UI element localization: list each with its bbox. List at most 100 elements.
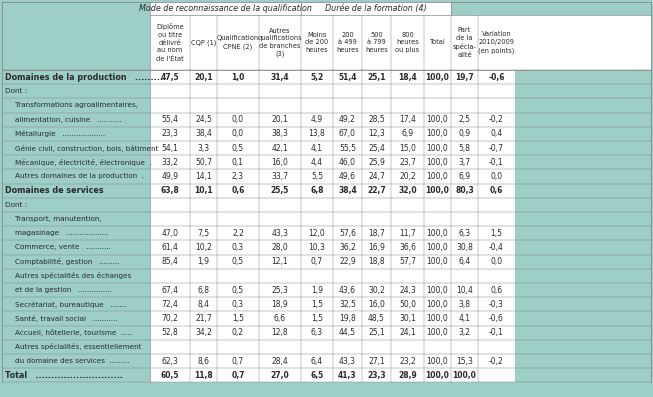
Bar	[150, 254, 515, 269]
Text: 10,2: 10,2	[195, 243, 212, 252]
Text: 100,0: 100,0	[426, 186, 449, 195]
Text: Transformations agroalimentaires,: Transformations agroalimentaires,	[15, 102, 138, 108]
Text: 18,9: 18,9	[272, 300, 289, 309]
Text: 0,0: 0,0	[490, 257, 503, 266]
Text: 48,5: 48,5	[368, 314, 385, 323]
Text: 16,9: 16,9	[368, 243, 385, 252]
Bar	[2, 311, 150, 326]
Text: 800
heures
ou plus: 800 heures ou plus	[396, 32, 420, 53]
Text: 25,3: 25,3	[272, 285, 289, 295]
Bar	[2, 70, 150, 84]
Text: 2,5: 2,5	[458, 115, 471, 124]
Text: -0,6: -0,6	[489, 314, 504, 323]
Text: 52,8: 52,8	[162, 328, 178, 337]
Text: 62,3: 62,3	[161, 357, 178, 366]
Text: 4,9: 4,9	[311, 115, 323, 124]
Bar	[150, 113, 515, 127]
Bar	[2, 254, 150, 269]
Text: Diplôme
ou titre
délivré
au nom
de l'État: Diplôme ou titre délivré au nom de l'Éta…	[156, 23, 184, 62]
Text: 0,9: 0,9	[458, 129, 471, 139]
Text: 12,3: 12,3	[368, 129, 385, 139]
Text: Total   ............................: Total ............................	[5, 371, 123, 380]
Bar	[2, 170, 150, 183]
Text: 18,8: 18,8	[368, 257, 385, 266]
Text: 49,2: 49,2	[339, 115, 356, 124]
Text: 51,4: 51,4	[338, 73, 357, 82]
Text: -0,6: -0,6	[488, 73, 505, 82]
Bar	[2, 340, 150, 354]
Text: 6,3: 6,3	[458, 229, 471, 238]
Text: du domaine des services  .........: du domaine des services .........	[15, 358, 130, 364]
Text: 3,2: 3,2	[458, 328, 471, 337]
Text: 10,3: 10,3	[309, 243, 325, 252]
Text: 44,5: 44,5	[339, 328, 356, 337]
Text: 23,7: 23,7	[399, 158, 416, 167]
Text: -0,4: -0,4	[489, 243, 504, 252]
Bar	[2, 226, 150, 241]
Text: 0,0: 0,0	[232, 115, 244, 124]
Text: 6,5: 6,5	[310, 371, 324, 380]
Text: 17,4: 17,4	[399, 115, 416, 124]
Text: 6,4: 6,4	[458, 257, 471, 266]
Text: 0,7: 0,7	[232, 357, 244, 366]
Text: 28,5: 28,5	[368, 115, 385, 124]
Text: 54,1: 54,1	[161, 144, 178, 152]
Text: 57,7: 57,7	[399, 257, 416, 266]
Text: 6,8: 6,8	[197, 285, 210, 295]
Text: 11,7: 11,7	[399, 229, 416, 238]
Text: Qualification
CPNE (2): Qualification CPNE (2)	[217, 35, 259, 50]
Text: 46,0: 46,0	[339, 158, 356, 167]
Bar	[150, 241, 515, 254]
Text: Autres spécialités des échanges: Autres spécialités des échanges	[15, 272, 131, 279]
Text: 32,5: 32,5	[339, 300, 356, 309]
Text: 0,3: 0,3	[232, 243, 244, 252]
Text: Comptabilité, gestion   .........: Comptabilité, gestion .........	[15, 258, 119, 265]
Text: 100,0: 100,0	[426, 73, 449, 82]
Bar	[150, 354, 515, 368]
Text: 3,7: 3,7	[458, 158, 471, 167]
Bar	[150, 2, 301, 15]
Bar	[150, 297, 515, 311]
Text: 1,0: 1,0	[231, 73, 245, 82]
Bar	[150, 183, 515, 198]
Text: 38,4: 38,4	[338, 186, 357, 195]
Text: 1,5: 1,5	[490, 229, 503, 238]
Bar	[2, 113, 150, 127]
Text: 12,8: 12,8	[272, 328, 289, 337]
Text: 1,9: 1,9	[197, 257, 210, 266]
Text: 25,1: 25,1	[368, 328, 385, 337]
Text: Part
de la
spécia-
alité: Part de la spécia- alité	[453, 27, 477, 58]
Text: 100,0: 100,0	[426, 328, 449, 337]
Text: 0,4: 0,4	[490, 129, 503, 139]
Text: 50,7: 50,7	[195, 158, 212, 167]
Text: 0,5: 0,5	[232, 144, 244, 152]
Text: 6,3: 6,3	[311, 328, 323, 337]
Text: 5,8: 5,8	[458, 144, 471, 152]
Text: 25,5: 25,5	[271, 186, 289, 195]
Text: 100,0: 100,0	[426, 357, 449, 366]
Bar	[150, 141, 515, 155]
Text: 100,0: 100,0	[426, 257, 449, 266]
Text: 7,5: 7,5	[197, 229, 210, 238]
Bar	[150, 98, 515, 113]
Bar	[150, 340, 515, 354]
Text: 8,6: 8,6	[197, 357, 210, 366]
Text: -0,2: -0,2	[489, 357, 504, 366]
Bar	[150, 269, 515, 283]
Bar	[2, 141, 150, 155]
Text: 13,8: 13,8	[309, 129, 325, 139]
Bar	[2, 354, 150, 368]
Text: CQP (1): CQP (1)	[191, 39, 216, 46]
Text: 1,5: 1,5	[311, 314, 323, 323]
Text: 100,0: 100,0	[426, 172, 449, 181]
Text: Domaines de services: Domaines de services	[5, 186, 104, 195]
Text: 3,3: 3,3	[197, 144, 210, 152]
Text: Métallurgie   ...................: Métallurgie ...................	[15, 130, 105, 137]
Bar	[2, 326, 150, 340]
Text: Durée de la formation (4): Durée de la formation (4)	[325, 4, 427, 13]
Text: 38,4: 38,4	[195, 129, 212, 139]
Text: 0,5: 0,5	[232, 285, 244, 295]
Bar	[150, 15, 651, 70]
Text: -0,3: -0,3	[489, 300, 504, 309]
Text: 36,2: 36,2	[339, 243, 356, 252]
